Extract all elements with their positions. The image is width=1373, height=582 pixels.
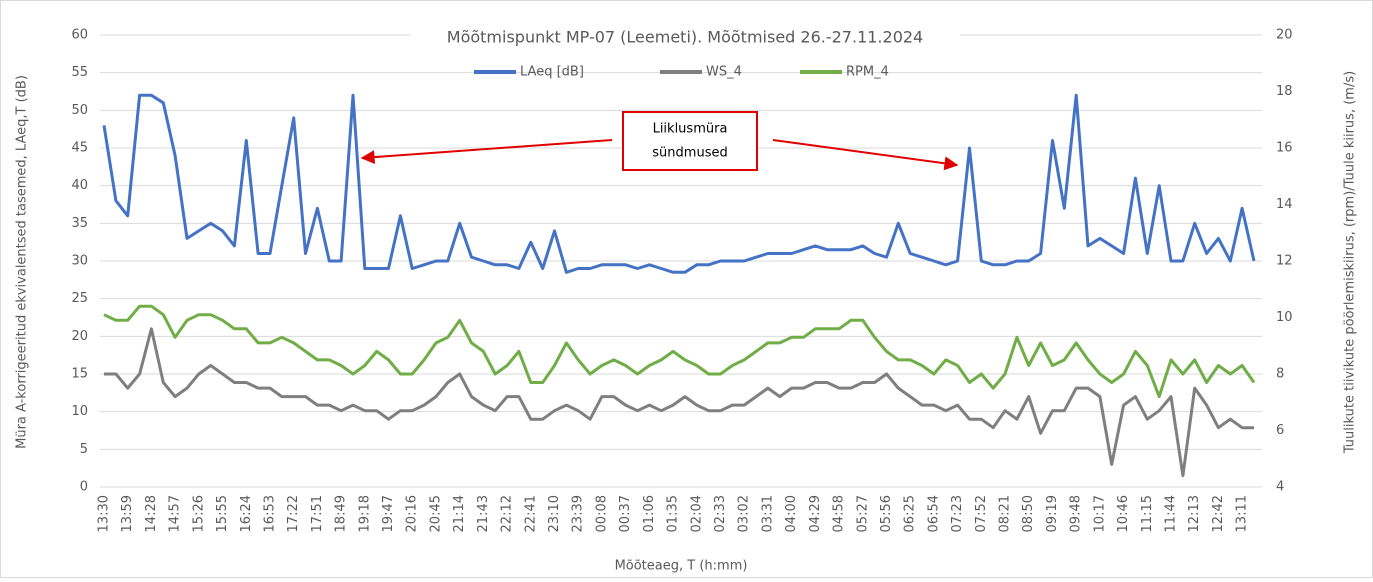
x-tick-label: 00:08 bbox=[594, 495, 609, 532]
x-tick-label: 01:35 bbox=[666, 495, 681, 532]
x-tick-label: 15:26 bbox=[191, 495, 206, 532]
legend: LAeq [dB] WS_4 RPM_4 bbox=[474, 65, 889, 80]
x-tick-label: 17:51 bbox=[310, 495, 325, 532]
legend-label: RPM_4 bbox=[846, 65, 889, 80]
x-tick-label: 06:54 bbox=[926, 495, 941, 532]
x-tick-label: 10:46 bbox=[1116, 495, 1131, 532]
x-tick-label: 23:10 bbox=[547, 495, 562, 532]
annotation-arrow bbox=[772, 139, 959, 171]
x-tick-label: 01:06 bbox=[642, 495, 657, 532]
x-tick-label: 16:24 bbox=[239, 495, 254, 532]
title-bg bbox=[410, 26, 960, 50]
y-tick-label: 15 bbox=[71, 367, 88, 382]
x-tick-label: 20:45 bbox=[428, 495, 443, 532]
legend-label: WS_4 bbox=[706, 65, 742, 80]
annotation-box bbox=[622, 111, 758, 171]
x-tick-label: 06:25 bbox=[903, 495, 918, 532]
y-tick-label: 5 bbox=[80, 442, 88, 457]
annotation-text: Liiklusmüra bbox=[653, 122, 728, 137]
x-tick-label: 19:18 bbox=[357, 495, 372, 532]
x-tick-label: 20:16 bbox=[405, 495, 420, 532]
legend-label: LAeq [dB] bbox=[520, 65, 584, 80]
series-line bbox=[104, 327, 1254, 478]
x-tick-label: 13:59 bbox=[120, 495, 135, 532]
x-tick-label: 13:11 bbox=[1235, 495, 1250, 532]
annotation-text: sündmused bbox=[652, 146, 727, 161]
y2-tick-label: 8 bbox=[1276, 367, 1284, 382]
x-tick-label: 09:19 bbox=[1045, 495, 1060, 532]
x-tick-label: 04:58 bbox=[832, 495, 847, 532]
y2-tick-label: 14 bbox=[1276, 197, 1293, 212]
y-tick-label: 50 bbox=[71, 103, 88, 118]
annotation-arrow bbox=[360, 139, 613, 165]
x-tick-label: 14:57 bbox=[168, 495, 183, 532]
y2-tick-label: 10 bbox=[1276, 310, 1293, 325]
y2-axis-title: Tuulikute tiivikute pöörlemiskiirus, (rp… bbox=[1343, 71, 1358, 454]
series-line bbox=[102, 93, 1256, 274]
y-tick-label: 45 bbox=[71, 141, 88, 156]
x-tick-label: 15:55 bbox=[215, 495, 230, 532]
x-tick-label: 14:28 bbox=[144, 495, 159, 532]
x-tick-label: 18:49 bbox=[334, 495, 349, 532]
x-tick-label: 07:23 bbox=[950, 495, 965, 532]
x-axis-title: Mõõteaeg, T (h:mm) bbox=[615, 559, 748, 574]
x-tick-label: 12:13 bbox=[1187, 495, 1202, 532]
x-tick-label: 03:31 bbox=[760, 495, 775, 532]
y2-tick-label: 16 bbox=[1276, 141, 1293, 156]
series-line bbox=[103, 304, 1256, 399]
y-axis-title: Müra A-korrigeeritud ekvivalentsed tasem… bbox=[15, 75, 30, 449]
x-tick-label: 19:47 bbox=[381, 495, 396, 532]
y-tick-label: 55 bbox=[71, 65, 88, 80]
x-tick-label: 11:44 bbox=[1164, 495, 1179, 532]
x-tick-label: 04:29 bbox=[808, 495, 823, 532]
x-tick-label: 04:00 bbox=[784, 495, 799, 532]
x-tick-label: 16:53 bbox=[262, 495, 277, 532]
y2-tick-label: 12 bbox=[1276, 254, 1293, 269]
y-tick-label: 30 bbox=[71, 254, 88, 269]
series-lines bbox=[102, 93, 1256, 478]
x-tick-label: 21:14 bbox=[452, 495, 467, 532]
x-tick-label: 07:52 bbox=[974, 495, 989, 532]
y2-tick-label: 18 bbox=[1276, 84, 1293, 99]
y2-tick-label: 20 bbox=[1276, 28, 1293, 43]
chart-title: Mõõtmispunkt MP-07 (Leemeti). Mõõtmised … bbox=[447, 28, 923, 47]
y2-tick-label: 4 bbox=[1276, 480, 1284, 495]
x-tick-label: 02:04 bbox=[689, 495, 704, 532]
y-tick-label: 35 bbox=[71, 216, 88, 231]
y-tick-label: 25 bbox=[71, 291, 88, 306]
y-tick-label: 40 bbox=[71, 178, 88, 193]
y-tick-label: 60 bbox=[71, 28, 88, 43]
x-tick-label: 22:12 bbox=[500, 495, 515, 532]
x-tick-label: 13:30 bbox=[97, 495, 112, 532]
x-tick-label: 08:50 bbox=[1021, 495, 1036, 532]
x-tick-label: 23:39 bbox=[571, 495, 586, 532]
x-tick-label: 17:22 bbox=[286, 495, 301, 532]
x-tick-label: 12:42 bbox=[1211, 495, 1226, 532]
x-tick-label: 10:17 bbox=[1092, 495, 1107, 532]
x-tick-label: 11:15 bbox=[1140, 495, 1155, 532]
x-tick-label: 21:43 bbox=[476, 495, 491, 532]
x-tick-label: 00:37 bbox=[618, 495, 633, 532]
x-tick-label: 02:33 bbox=[713, 495, 728, 532]
x-tick-label: 05:56 bbox=[879, 495, 894, 532]
x-tick-label: 08:21 bbox=[998, 495, 1013, 532]
x-tick-label: 03:02 bbox=[737, 495, 752, 532]
x-tick-label: 05:27 bbox=[855, 495, 870, 532]
y2-tick-label: 6 bbox=[1276, 423, 1284, 438]
x-tick-label: 09:48 bbox=[1069, 495, 1084, 532]
y-tick-label: 0 bbox=[80, 480, 88, 495]
y-tick-label: 10 bbox=[71, 404, 88, 419]
x-tick-label: 22:41 bbox=[523, 495, 538, 532]
y-tick-label: 20 bbox=[71, 329, 88, 344]
